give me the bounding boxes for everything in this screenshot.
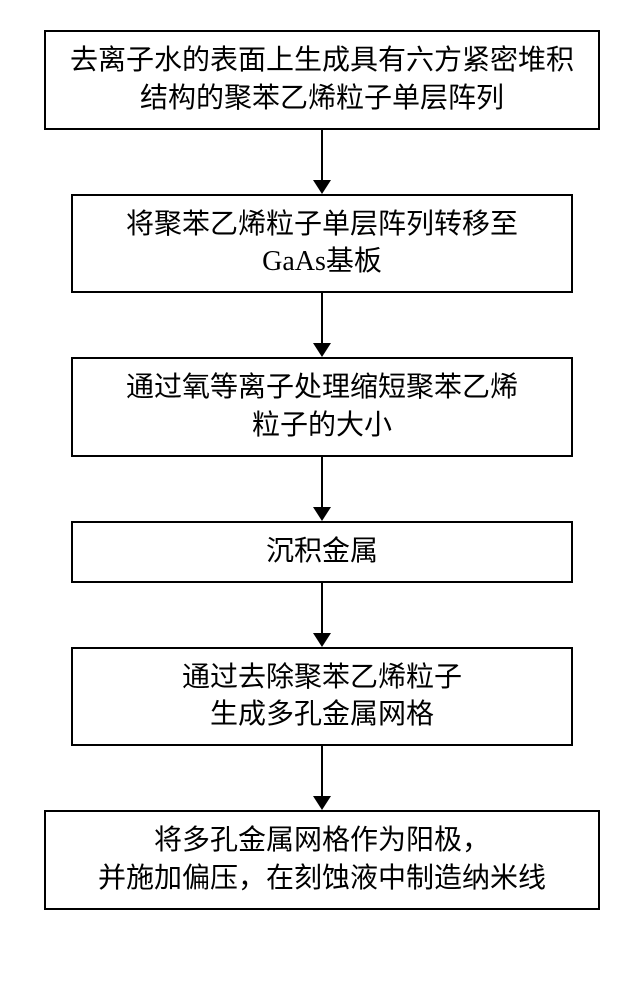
flow-step-3: 通过氧等离子处理缩短聚苯乙烯粒子的大小 xyxy=(71,357,573,457)
arrow-shaft xyxy=(321,746,323,796)
arrow-head-icon xyxy=(313,180,331,194)
arrow-head-icon xyxy=(313,507,331,521)
flow-step-6: 将多孔金属网格作为阳极，并施加偏压，在刻蚀液中制造纳米线 xyxy=(44,810,600,910)
arrow-head-icon xyxy=(313,633,331,647)
arrow-shaft xyxy=(321,293,323,343)
arrow-2 xyxy=(313,293,331,357)
flow-step-1-line-1: 去离子水的表面上生成具有六方紧密堆积 xyxy=(70,42,574,80)
flow-step-2-line-1: 将聚苯乙烯粒子单层阵列转移至 xyxy=(126,206,518,244)
flow-step-5-line-1: 通过去除聚苯乙烯粒子 xyxy=(182,659,462,697)
arrow-5 xyxy=(313,746,331,810)
flow-step-6-line-1: 将多孔金属网格作为阳极， xyxy=(98,822,546,860)
flow-step-2: 将聚苯乙烯粒子单层阵列转移至GaAs基板 xyxy=(71,194,573,294)
arrow-4 xyxy=(313,583,331,647)
flow-step-4: 沉积金属 xyxy=(71,521,573,583)
arrow-head-icon xyxy=(313,343,331,357)
arrow-shaft xyxy=(321,583,323,633)
flow-step-3-line-2: 粒子的大小 xyxy=(126,407,518,445)
arrow-shaft xyxy=(321,130,323,180)
flow-step-1: 去离子水的表面上生成具有六方紧密堆积结构的聚苯乙烯粒子单层阵列 xyxy=(44,30,600,130)
flow-step-1-line-2: 结构的聚苯乙烯粒子单层阵列 xyxy=(70,80,574,118)
flow-step-2-line-2: GaAs基板 xyxy=(126,243,518,281)
flow-step-4-line-1: 沉积金属 xyxy=(266,533,378,571)
flow-step-5: 通过去除聚苯乙烯粒子生成多孔金属网格 xyxy=(71,647,573,747)
arrow-1 xyxy=(313,130,331,194)
flowchart: 去离子水的表面上生成具有六方紧密堆积结构的聚苯乙烯粒子单层阵列将聚苯乙烯粒子单层… xyxy=(0,0,644,910)
flow-step-5-line-2: 生成多孔金属网格 xyxy=(182,696,462,734)
arrow-3 xyxy=(313,457,331,521)
arrow-head-icon xyxy=(313,796,331,810)
arrow-shaft xyxy=(321,457,323,507)
flow-step-6-line-2: 并施加偏压，在刻蚀液中制造纳米线 xyxy=(98,860,546,898)
flow-step-3-line-1: 通过氧等离子处理缩短聚苯乙烯 xyxy=(126,369,518,407)
